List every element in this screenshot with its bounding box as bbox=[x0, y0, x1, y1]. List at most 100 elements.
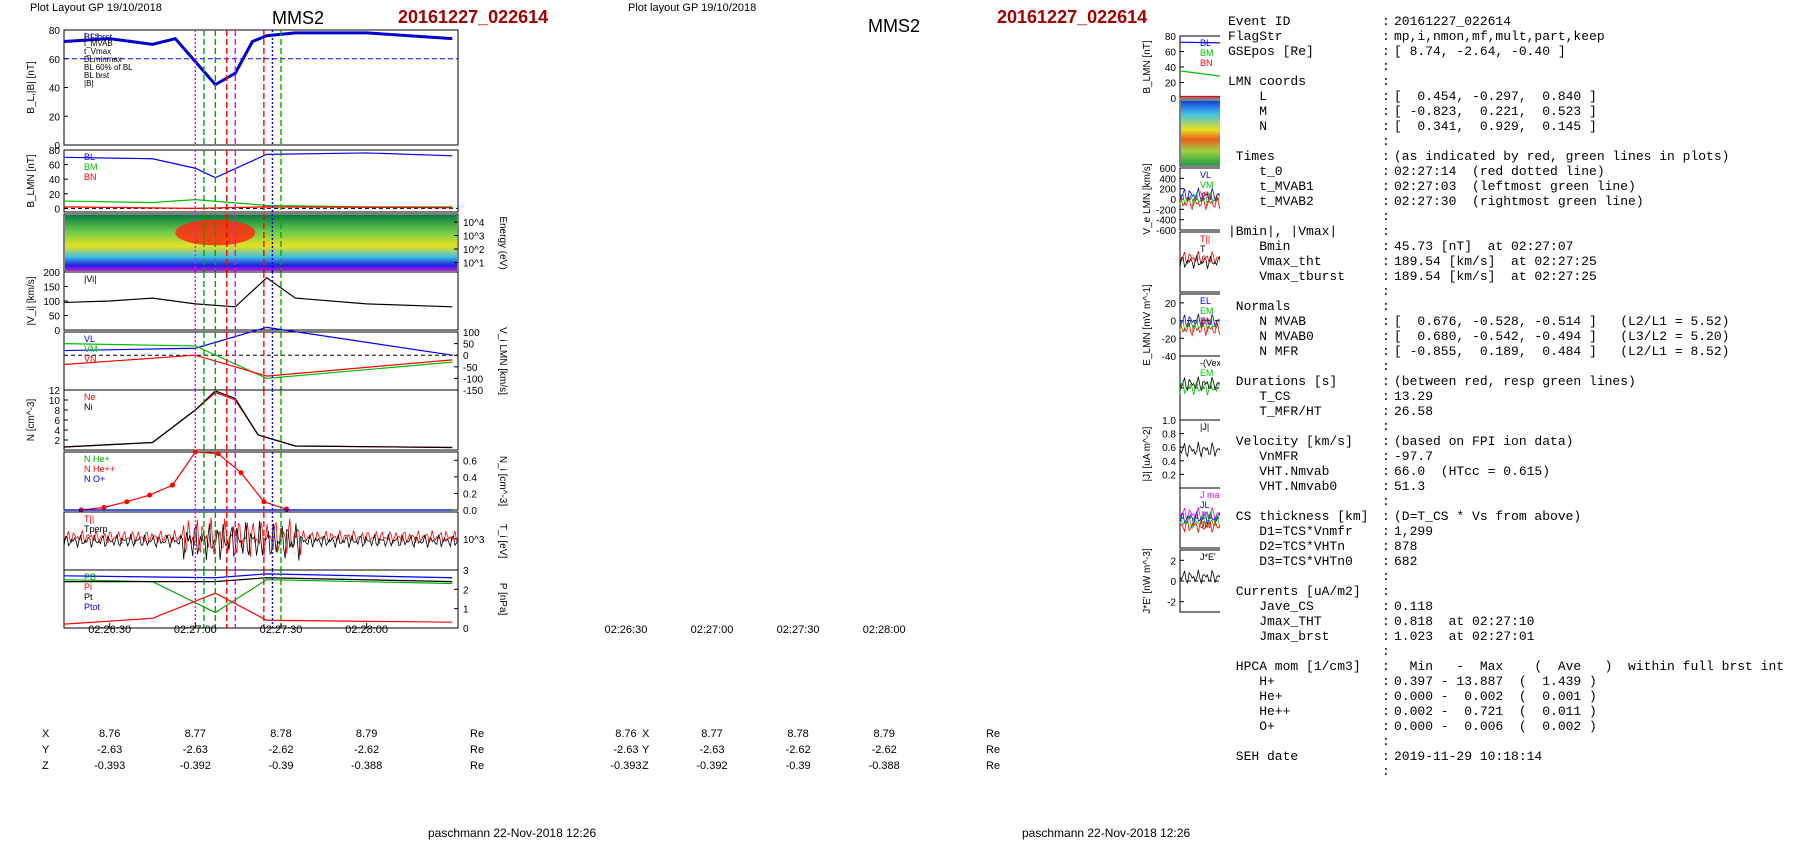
orbit-value: 8.78 bbox=[270, 728, 292, 740]
orbit-value: 8.79 bbox=[355, 728, 378, 740]
legend-entry: BL bbox=[84, 152, 95, 162]
legend-entry: Ptot bbox=[84, 602, 101, 612]
y-axis-label: E_LMN [mV m^-1] bbox=[1142, 284, 1153, 366]
orbit-value: -2.62 bbox=[871, 744, 897, 756]
summary-colon: : bbox=[1382, 719, 1390, 734]
y-tick-label: -40 bbox=[1162, 352, 1177, 363]
y-tick-label: -100 bbox=[463, 374, 483, 385]
y-tick-label: -2 bbox=[1167, 598, 1176, 609]
series-line bbox=[63, 277, 453, 308]
y-axis-label: J*E' [nW m^-3] bbox=[1142, 548, 1153, 614]
y-tick-label: 0.6 bbox=[1162, 443, 1176, 454]
legend-entry: |Vi| bbox=[84, 274, 97, 284]
summary-row: : bbox=[1228, 419, 1798, 434]
summary-key: O+ bbox=[1228, 719, 1275, 734]
legend-entry: Ne bbox=[84, 392, 96, 402]
summary-row: Velocity [km/s]: (based on FPI ion data) bbox=[1228, 434, 1798, 449]
summary-value: 682 bbox=[1394, 554, 1418, 569]
orbit-unit: Re bbox=[986, 728, 1001, 740]
summary-row: Currents [uA/m2]: bbox=[1228, 584, 1798, 599]
y-tick-label: 0 bbox=[1170, 195, 1176, 206]
legend-entry: EL bbox=[1200, 296, 1211, 306]
y-tick-label: 2 bbox=[463, 585, 469, 596]
x-tick-label: 02:27:30 bbox=[259, 624, 303, 636]
summary-row: VnMFR: -97.7 bbox=[1228, 449, 1798, 464]
right-panel-9: -2 0 2 J*E' [nW m^-3] J*E' bbox=[1142, 548, 1220, 614]
y-tick-label: -150 bbox=[463, 386, 483, 397]
y-tick-label: 0.2 bbox=[1162, 470, 1176, 481]
orbit-value: 8.77 bbox=[701, 728, 723, 740]
summary-row: : bbox=[1228, 734, 1798, 749]
summary-value: [ -0.855, 0.189, 0.484 ] (L2/L1 = 8.52) bbox=[1394, 344, 1730, 359]
summary-key: N MVAB bbox=[1228, 314, 1307, 329]
summary-value: 02:27:30 (rightmost green line) bbox=[1394, 194, 1644, 209]
legend-entry: Tperp bbox=[84, 524, 108, 534]
summary-colon: : bbox=[1382, 599, 1390, 614]
summary-key: D1=TCS*Vnmfr bbox=[1228, 524, 1353, 539]
legend-entry: Pt bbox=[84, 592, 93, 602]
summary-colon: : bbox=[1382, 149, 1390, 164]
y-tick-label: 200 bbox=[43, 268, 60, 279]
summary-key: Vmax_tht bbox=[1228, 254, 1322, 269]
summary-row: t_MVAB2:02:27:30 (rightmost green line) bbox=[1228, 194, 1798, 209]
summary-key: Currents [uA/m2] bbox=[1228, 584, 1361, 599]
summary-colon: : bbox=[1382, 29, 1390, 44]
y-tick-label: 20 bbox=[1165, 79, 1177, 90]
orbit-value: 8.77 bbox=[184, 728, 207, 740]
orbit-value: -0.39 bbox=[268, 760, 294, 772]
summary-value: 02:27:03 (leftmost green line) bbox=[1394, 179, 1636, 194]
summary-key: SEH date bbox=[1228, 749, 1299, 764]
summary-colon: : bbox=[1382, 119, 1390, 134]
y-tick-label: 40 bbox=[49, 84, 61, 95]
spectrogram-image bbox=[65, 215, 457, 271]
left-panel-3: 10^1 10^2 10^3 10^4 Energy (eV) bbox=[63, 213, 508, 273]
orbit-row-label: Z bbox=[642, 760, 649, 772]
legend-entry: Ni bbox=[84, 402, 93, 412]
y-tick-label: -600 bbox=[1156, 226, 1176, 237]
legend-entry: T|| bbox=[84, 514, 94, 524]
summary-row: FlagStr: mp,i,nmon,mf,mult,part,keep bbox=[1228, 29, 1798, 44]
summary-value: 26.58 bbox=[1394, 404, 1434, 419]
summary-colon: : bbox=[1382, 674, 1390, 689]
summary-row: O+:0.000 - 0.006 ( 0.002 ) bbox=[1228, 719, 1798, 734]
summary-colon: : bbox=[1382, 644, 1390, 659]
summary-key: T_MFR/HT bbox=[1228, 404, 1322, 419]
y-tick-label: -50 bbox=[463, 363, 478, 374]
summary-value: 13.29 bbox=[1394, 389, 1434, 404]
summary-value: 02:27:14 (red dotted line) bbox=[1394, 164, 1605, 179]
summary-row: : bbox=[1228, 134, 1798, 149]
y-axis-label: B_L,|B| [nT] bbox=[26, 61, 37, 114]
orbit-unit: Re bbox=[470, 760, 485, 772]
summary-colon: : bbox=[1382, 539, 1390, 554]
right-panel-8: -0.50.00.5J [uA m^-2]J maxJJLJMJN bbox=[1179, 487, 1220, 549]
summary-colon: : bbox=[1382, 104, 1390, 119]
legend-entry: J maxJ bbox=[1200, 490, 1220, 500]
y-axis-label: N [cm^-3] bbox=[26, 399, 37, 442]
orbit-value: 8.76 bbox=[615, 728, 637, 740]
y-tick-label: 10 bbox=[49, 396, 61, 407]
left-spacecraft-title: MMS2 bbox=[272, 8, 325, 28]
y-tick-label: 12 bbox=[49, 386, 61, 397]
y-tick-label: 10^4 bbox=[463, 218, 485, 229]
y-axis-label: T_i [eV] bbox=[497, 524, 508, 559]
summary-colon: : bbox=[1382, 704, 1390, 719]
x-tick-label: 02:27:30 bbox=[776, 624, 820, 636]
summary-key: N MFR bbox=[1228, 344, 1299, 359]
right-orbit-table: 02:26:30 02:27:00 02:27:30 02:28:00 X 8.76 8.7… bbox=[600, 624, 1220, 800]
y-tick-label: -20 bbox=[1162, 334, 1177, 345]
data-point bbox=[124, 499, 130, 505]
summary-row: : bbox=[1228, 284, 1798, 299]
summary-row: : bbox=[1228, 644, 1798, 659]
summary-row: T_CS:13.29 bbox=[1228, 389, 1798, 404]
summary-key: H+ bbox=[1228, 674, 1275, 689]
legend-entry: BN bbox=[1200, 58, 1213, 68]
summary-row: Times: (as indicated by red, green lines … bbox=[1228, 149, 1798, 164]
y-tick-label: 40 bbox=[1165, 63, 1177, 74]
data-point bbox=[147, 492, 153, 498]
right-spacecraft-title: MMS2 bbox=[868, 16, 921, 36]
orbit-row-label: X bbox=[42, 728, 50, 740]
